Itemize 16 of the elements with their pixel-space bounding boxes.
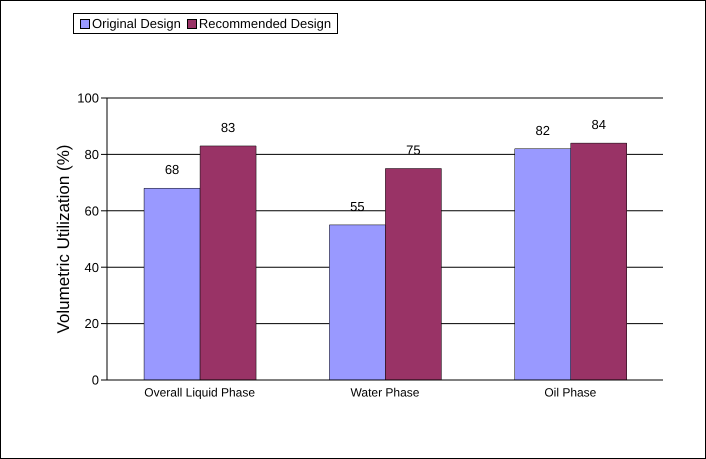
data-label: 84: [592, 117, 606, 132]
x-tick-label: Water Phase: [350, 386, 420, 400]
legend-label: Recommended Design: [198, 16, 332, 31]
y-tick-label: 60: [84, 203, 99, 218]
data-label: 83: [220, 120, 236, 135]
y-tick-label: 20: [84, 316, 99, 332]
x-tick-label: Oil Phase: [544, 386, 597, 400]
data-label: 82: [536, 122, 550, 138]
legend-label: Original Design: [91, 16, 181, 31]
y-tick-label: 40: [84, 260, 99, 275]
y-axis-title: Volumetric Utilization (%): [54, 144, 74, 334]
data-label: 68: [164, 162, 180, 178]
y-tick-label: 0: [92, 372, 99, 388]
y-tick-label: 80: [84, 147, 99, 162]
x-tick-label: Overall Liquid Phase: [144, 386, 256, 400]
y-tick-label: 100: [77, 90, 99, 106]
